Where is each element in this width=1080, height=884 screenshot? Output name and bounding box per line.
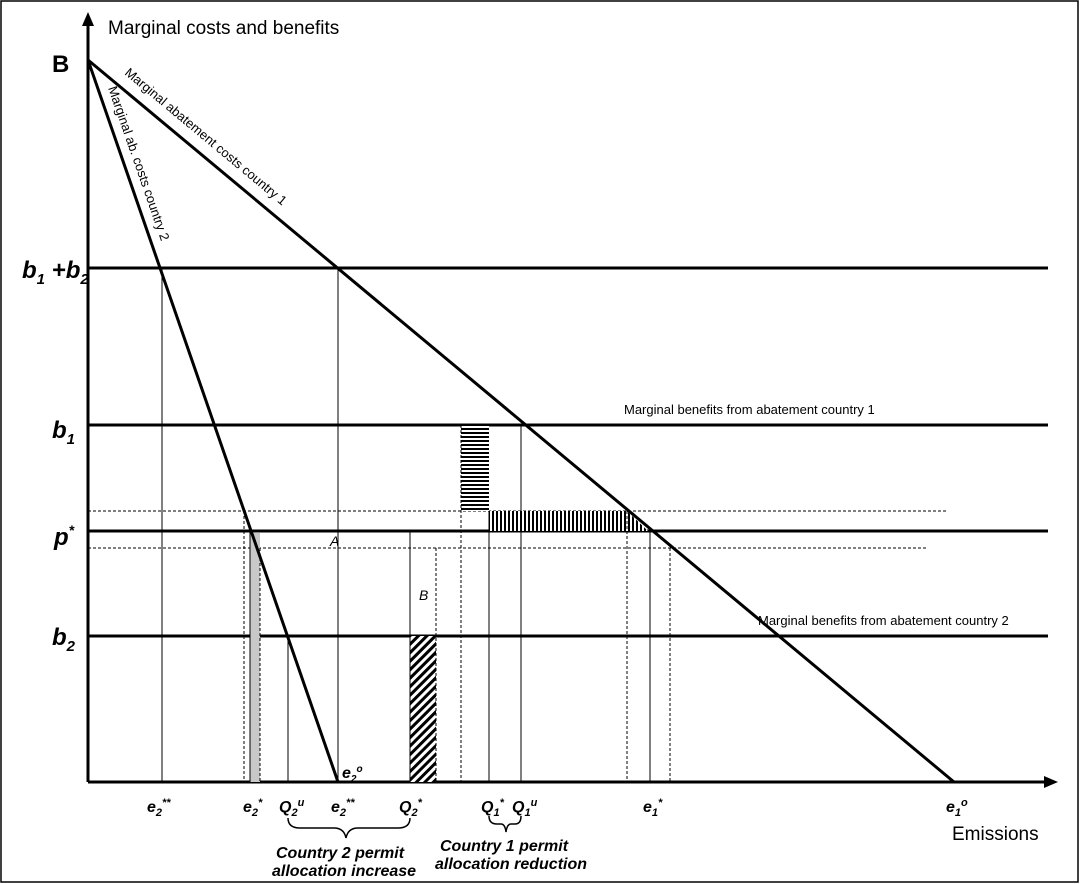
area-grey (250, 533, 260, 782)
xlabel-e2ss: e2** (147, 797, 171, 819)
xlabel-e2o: e2o (342, 764, 363, 785)
x-axis-title: Emissions (952, 824, 1039, 845)
y-axis-title: Marginal costs and benefits (108, 18, 339, 39)
area-label-A: A (329, 533, 339, 549)
brace-country2-line1: Country 2 permit (276, 845, 405, 862)
x-axis-arrow (1044, 776, 1058, 788)
mac1-curve (87, 58, 955, 784)
area-diag (410, 636, 436, 782)
xlabel-e1s: e1* (643, 797, 663, 819)
xlabel-q1s: Q1* (481, 797, 505, 819)
y-axis-arrow (82, 12, 94, 26)
xlabel-q2s: Q2* (399, 797, 423, 819)
svg-text:Q1*: Q1* (481, 797, 505, 819)
ylabel-B: B (52, 51, 69, 78)
xlabel-q2u: Q2u (279, 797, 305, 819)
brace-country1-line2: allocation reduction (435, 856, 587, 873)
mb2-label: Marginal benefits from abatement country… (758, 613, 1009, 628)
area-vstripes (489, 511, 648, 531)
ylabel-p: p* (53, 522, 75, 551)
svg-text:e1*: e1* (643, 797, 663, 819)
svg-text:e2**: e2** (147, 797, 171, 819)
brace-country1 (488, 815, 522, 833)
mac2-curve (86, 59, 340, 783)
area-label-B: B (419, 587, 428, 603)
svg-text:e2*: e2* (243, 797, 263, 819)
xlabel-e2s: e2* (243, 797, 263, 819)
ylabel-b1b2: b1 +b2 (22, 257, 89, 288)
brace-country1-line1: Country 1 permit (440, 838, 569, 855)
svg-text:e2**: e2** (331, 797, 355, 819)
xlabel-q1u: Q1u (512, 797, 538, 819)
svg-text:e2o: e2o (342, 764, 363, 785)
mb1-label: Marginal benefits from abatement country… (624, 402, 875, 417)
svg-text:e1o: e1o (946, 797, 968, 819)
area-hstripes (461, 425, 489, 511)
svg-text:Q2u: Q2u (279, 797, 305, 819)
ylabel-b1: b1 (52, 417, 75, 448)
xlabel-e2ss-b: e2** (331, 797, 355, 819)
brace-country2 (287, 817, 411, 839)
svg-text:Q2*: Q2* (399, 797, 423, 819)
brace-country2-line2: allocation increase (272, 863, 416, 880)
xlabel-e1o: e1o (946, 797, 968, 819)
svg-text:Q1u: Q1u (512, 797, 538, 819)
ylabel-b2: b2 (52, 624, 76, 655)
